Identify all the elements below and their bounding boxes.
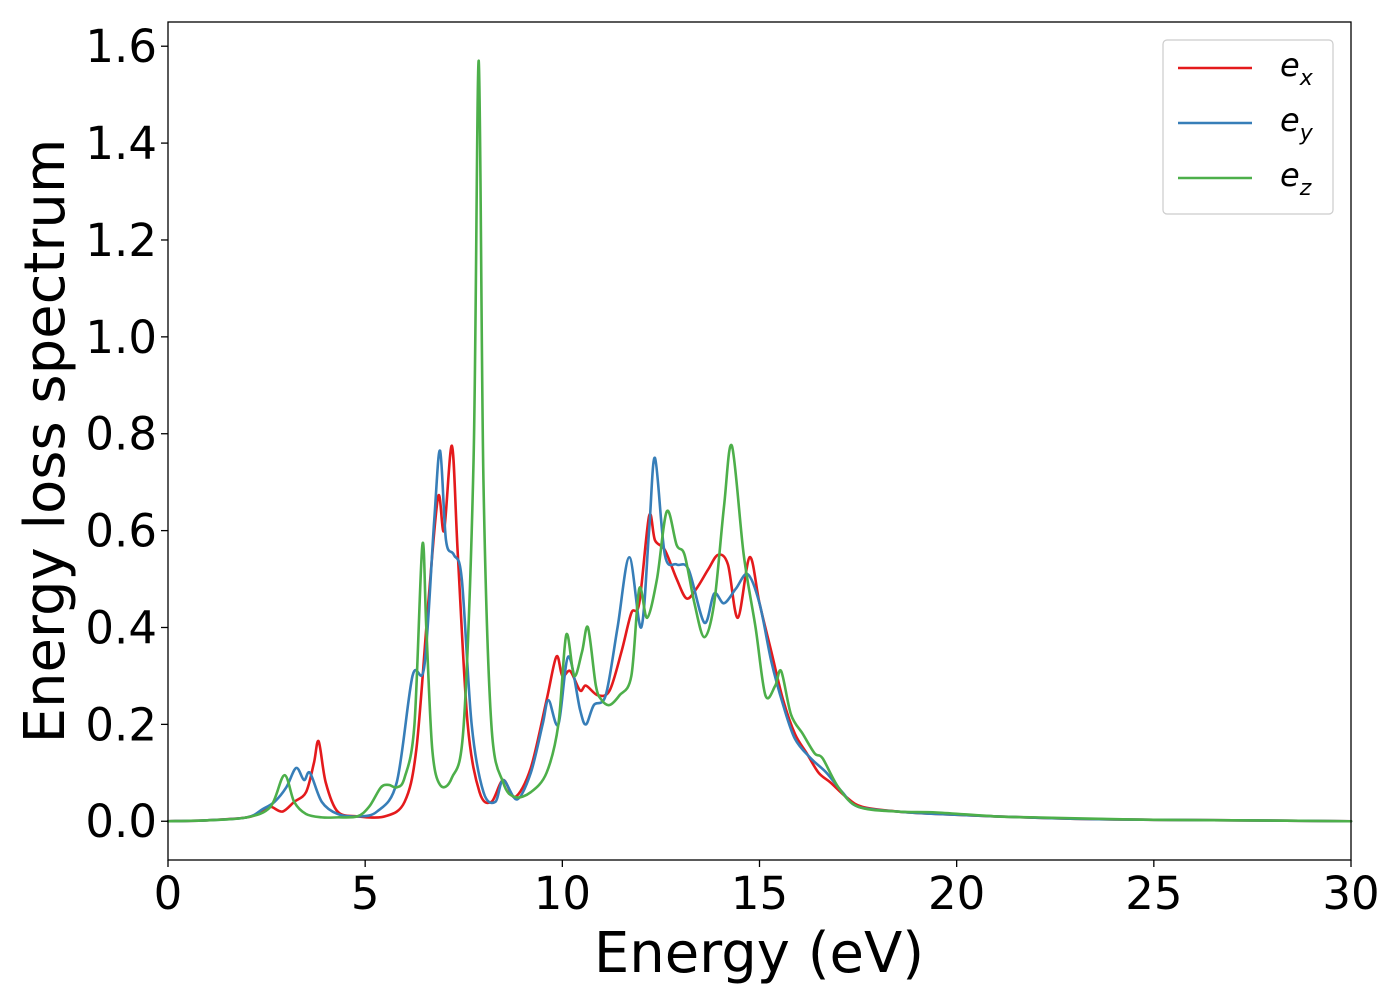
x-axis-label: Energy (eV): [594, 921, 924, 986]
legend-label-y: ey: [1280, 101, 1314, 146]
y-tick-label: 1.0: [85, 311, 157, 364]
y-tick-label: 0.6: [85, 505, 157, 558]
x-tick-label: 20: [928, 867, 985, 920]
y-tick-label: 0.8: [85, 408, 157, 461]
x-tick-label: 5: [351, 867, 380, 920]
series-layer: [166, 59, 1353, 823]
y-tick-label: 0.0: [85, 795, 157, 848]
axes-layer: 0 5 10 15 20 25 30 0.0 0.2 0.4 0.6 0.8 1.0 1.2 1.4 1.6: [85, 20, 1379, 920]
x-tick-label: 30: [1322, 867, 1379, 920]
x-tick-label: 10: [534, 867, 591, 920]
series-line-z: [166, 59, 1353, 823]
y-tick-label: 1.6: [85, 20, 157, 73]
legend-label-z: ez: [1280, 156, 1312, 201]
y-tick-label: 0.2: [85, 698, 157, 751]
x-tick-label: 25: [1125, 867, 1182, 920]
y-tick-label: 1.4: [85, 117, 157, 170]
x-tick-label: 0: [154, 867, 183, 920]
series-line-y: [166, 449, 1353, 823]
y-tick-label: 0.4: [85, 601, 157, 654]
x-tick-label: 15: [731, 867, 788, 920]
y-tick-label: 1.2: [85, 214, 157, 267]
y-axis-label: Energy loss spectrum: [13, 139, 78, 744]
legend: ex ey ez: [1162, 39, 1334, 215]
legend-label-x: ex: [1280, 46, 1314, 91]
legend-box: [1162, 39, 1334, 215]
series-line-x: [166, 444, 1353, 823]
